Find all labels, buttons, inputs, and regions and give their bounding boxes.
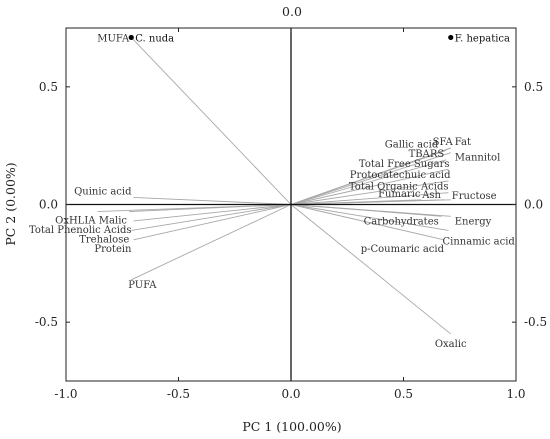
loading-label-ash: Ash [421,190,441,201]
loading-label-total-phenolic-acids: Total Phenolic Acids [29,225,132,236]
loading-label-tbars: TBARS [409,149,445,160]
y-tick-label: -0.5 [35,315,58,329]
loading-vector-trehalose [131,204,292,231]
loading-label-sfa: SFA [433,137,454,148]
loading-label-p-coumaric-acid: p-Coumaric acid [361,244,445,255]
loading-label-trehalose: Trehalose [79,234,129,245]
loading-label-oxhlia: OxHLIA [55,216,96,227]
loading-label-mannitol: Mannitol [455,153,501,164]
x-tick-label: 0.0 [281,387,300,401]
y-tick-label-right: -0.5 [524,315,547,329]
loading-label-cinnamic-acid: Cinnamic acid [443,236,516,247]
loading-label-pufa: PUFA [128,280,157,291]
x-tick-label: -1.0 [54,387,77,401]
loading-vector-gallic-acid [290,149,447,205]
sample-points: C. nuda F. hepatica [128,33,510,44]
loading-label-gallic-acid: Gallic acid [385,139,439,150]
loading-vectors [97,37,452,335]
loading-label-carbohydrates: Carbohydrates [364,216,439,227]
loading-vector-oxalic [290,204,452,335]
x-tick-label: 0.5 [394,387,413,401]
loading-vector-mufa [130,37,292,205]
loading-label-fat: Fat [455,137,471,148]
y-tick-label-right: 0.5 [524,80,543,94]
sample-point-c-nuda [128,34,134,41]
loading-vector-total-organic-acids [290,192,449,205]
chart-title: 0.0 [282,4,302,19]
loading-vector-protocatechuic-acid [290,180,449,205]
x-tick-label: -0.5 [167,387,190,401]
y-tick-label: 0.5 [39,80,58,94]
sample-label-f-hepatica: F. hepatica [455,33,510,44]
loading-label-oxalic: Oxalic [435,339,467,350]
loading-vector-cinnamic-acid [290,204,449,231]
loading-vector-malic [128,204,292,213]
loading-label-total-organic-acids: Total Organic Acids [349,182,449,193]
sample-label-c-nuda: C. nuda [135,33,174,44]
loading-vector-protein [133,204,292,241]
x-axis-title: PC 1 (100.00%) [242,419,341,434]
y-axis-title: PC 2 (0.00%) [3,162,18,245]
loading-vector-p-coumaric-acid [290,204,445,241]
loading-vector-pufa [131,204,292,281]
loading-label-energy: Energy [455,216,492,227]
center-axes [66,28,516,381]
sample-point-f-hepatica [448,34,454,41]
loading-label-malic: Malic [99,216,128,227]
axis-ticks: -1.0 -0.5 0.0 0.5 1.0 -0.5 0.0 0.5 -0.5 0.0 0.5 [35,28,547,401]
loading-vector-mannitol [290,152,451,205]
loading-label-fumaric: Fumaric [378,189,421,200]
loading-label-protein: Protein [94,244,132,255]
loading-label-fructose: Fructose [452,191,497,202]
loading-vector-quinic-acid [133,196,292,205]
loading-vector-fructose [290,199,451,205]
loading-vector-tbars [290,159,447,205]
loading-label-protocatechuic-acid: Protocatechuic acid [350,170,451,181]
y-tick-label-right: 0.0 [524,198,543,212]
x-tick-label: 1.0 [506,387,525,401]
y-tick-label: 0.0 [39,198,58,212]
loading-vector-total-free-sugars [290,168,449,205]
loading-label-total-free-sugars: Total Free Sugars [359,159,450,170]
loading-label-mufa: MUFA [97,33,130,44]
loading-label-quinic-acid: Quinic acid [74,186,132,197]
loading-vector-total-phenolic-acids [133,204,292,222]
loading-vector-energy [290,204,451,217]
